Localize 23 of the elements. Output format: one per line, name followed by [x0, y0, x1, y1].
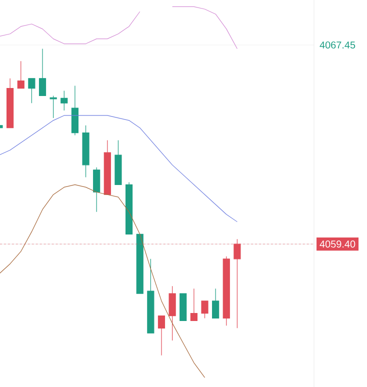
- candlestick: [136, 234, 144, 294]
- candlestick: [201, 300, 208, 319]
- candlestick: [180, 293, 187, 322]
- candlestick: [125, 182, 133, 234]
- candlestick: [28, 78, 36, 104]
- candlestick: [82, 125, 90, 178]
- candlestick: [190, 288, 198, 322]
- candlestick: [147, 258, 154, 334]
- candlestick: [60, 90, 68, 111]
- candlestick: [114, 140, 122, 186]
- candlestick: [212, 288, 220, 319]
- y-tick-label: 4067.45: [320, 41, 356, 49]
- candlestick: [104, 140, 111, 195]
- candlestick: [6, 78, 14, 128]
- candlestick: [222, 256, 230, 326]
- candlestick: [234, 238, 241, 328]
- candlestick: [158, 315, 166, 356]
- candlestick: [168, 286, 176, 341]
- candlestick: [17, 60, 24, 89]
- candlestick: [71, 86, 79, 136]
- candlestick: [38, 48, 46, 96]
- y-tick-label: 4059.40: [320, 240, 356, 248]
- candlestick: [93, 167, 100, 212]
